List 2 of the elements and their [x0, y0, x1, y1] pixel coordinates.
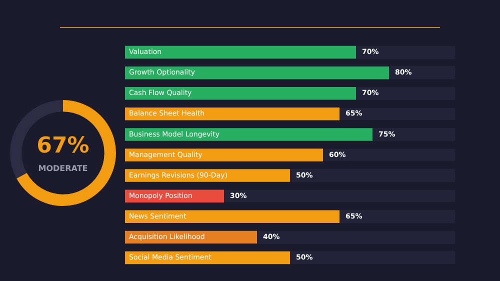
- data-label: 67%: [36, 134, 90, 159]
- text: MODERATE: [38, 164, 88, 174]
